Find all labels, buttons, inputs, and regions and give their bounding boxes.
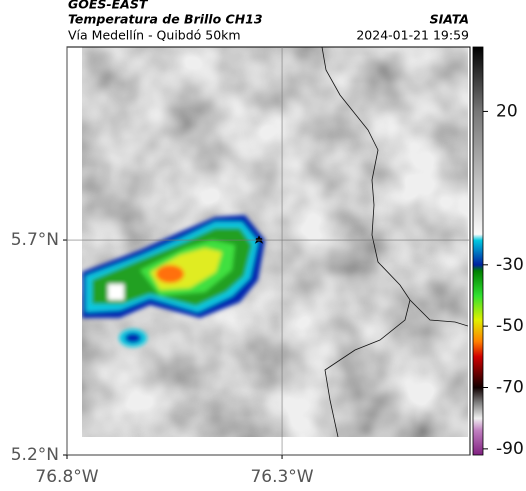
lon-tick-label: 76.8°W — [35, 467, 98, 487]
subtitle: Temperatura de Brillo CH13 — [68, 12, 263, 27]
colorbar-tick-label: 20 — [496, 101, 518, 121]
cloud-texture — [82, 47, 468, 437]
colorbar-tick-label: -50 — [496, 316, 524, 336]
colorbar-tick-label: -70 — [496, 378, 524, 398]
colorbar-tick-label: -90 — [496, 439, 524, 459]
source: SIATA — [430, 12, 469, 27]
imagery — [82, 47, 468, 437]
colorbar — [472, 46, 484, 456]
location-marker — [254, 235, 264, 244]
borders — [321, 47, 468, 437]
title: GOES-EAST — [68, 0, 149, 12]
storm-cell — [82, 215, 265, 347]
colorbar-tick-label: -30 — [496, 255, 524, 275]
lon-tick-label: 76.3°W — [250, 467, 313, 487]
timestamp: 2024-01-21 19:59 — [356, 28, 469, 43]
lat-tick-label: 5.2°N — [11, 445, 59, 465]
route: Vía Medellín - Quibdó 50km — [68, 28, 241, 43]
lat-tick-label: 5.7°N — [11, 230, 59, 250]
